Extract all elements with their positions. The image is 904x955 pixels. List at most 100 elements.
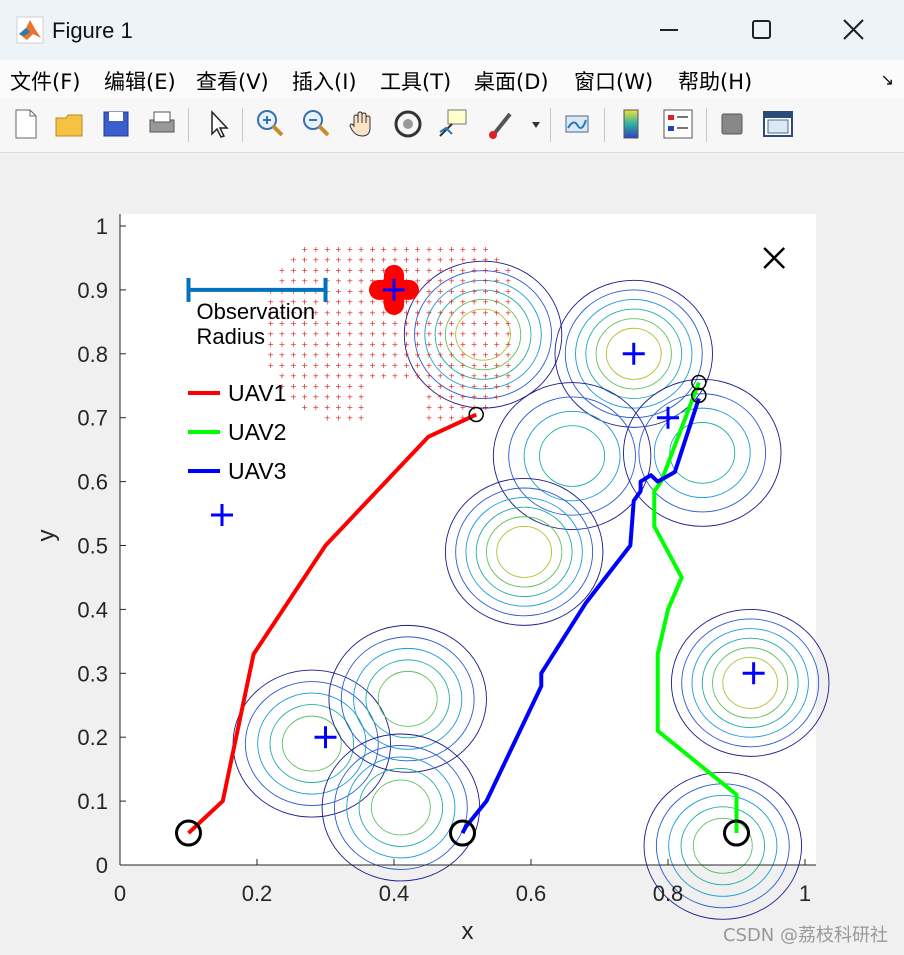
menu-edit[interactable]: 编辑(E) xyxy=(104,70,176,94)
observed-point: + xyxy=(426,287,433,296)
contour-line xyxy=(333,745,468,870)
menu-file[interactable]: 文件(F) xyxy=(10,70,81,94)
observed-point: + xyxy=(301,393,308,402)
observed-point: + xyxy=(290,308,297,317)
observed-point: + xyxy=(313,298,320,307)
y-tick-label: 0.3 xyxy=(77,661,108,686)
data-cursor-icon[interactable] xyxy=(436,106,472,142)
observed-point: + xyxy=(437,403,444,412)
observed-point: + xyxy=(346,277,353,286)
observed-point: + xyxy=(459,361,466,370)
observed-point: + xyxy=(301,350,308,359)
legend-target-marker xyxy=(211,504,233,526)
observed-point: + xyxy=(358,414,365,423)
observed-point: + xyxy=(459,382,466,391)
zoom-in-icon[interactable] xyxy=(252,106,288,142)
observed-point: + xyxy=(403,266,410,275)
contour-line xyxy=(595,318,672,390)
observed-point: + xyxy=(437,393,444,402)
observed-point: + xyxy=(324,350,331,359)
observed-point: + xyxy=(369,329,376,338)
menu-window[interactable]: 窗口(W) xyxy=(574,70,654,94)
new-figure-icon[interactable] xyxy=(8,106,44,142)
toolbar-separator xyxy=(550,108,551,142)
observed-point: + xyxy=(482,266,489,275)
observed-point: + xyxy=(403,245,410,254)
menu-tools[interactable]: 工具(T) xyxy=(380,70,452,94)
minimize-button[interactable] xyxy=(624,0,716,60)
menu-view[interactable]: 查看(V) xyxy=(196,70,269,94)
observed-point: + xyxy=(437,266,444,275)
observed-point: + xyxy=(471,308,478,317)
observed-point: + xyxy=(335,403,342,412)
observed-point: + xyxy=(448,287,455,296)
observed-point: + xyxy=(313,266,320,275)
observed-point: + xyxy=(313,340,320,349)
rotate-3d-icon[interactable] xyxy=(390,106,426,142)
pointer-icon[interactable] xyxy=(200,106,236,142)
observed-point: + xyxy=(369,319,376,328)
observed-point: + xyxy=(380,256,387,265)
observed-point: + xyxy=(335,319,342,328)
open-file-icon[interactable] xyxy=(52,106,88,142)
observed-point: + xyxy=(437,340,444,349)
colorbar-icon[interactable] xyxy=(614,106,650,142)
contour-line xyxy=(508,396,636,516)
close-button[interactable] xyxy=(808,0,900,60)
show-plot-tools-icon[interactable] xyxy=(760,106,796,142)
observed-point: + xyxy=(313,329,320,338)
observed-point: + xyxy=(426,393,433,402)
observed-point: + xyxy=(290,382,297,391)
observed-point: + xyxy=(279,340,286,349)
figure-canvas: + + + + + + + + + + + + + + + + + + + + + + + + + + + + + + + + + + + + + + + +… xyxy=(0,153,904,955)
observed-point: + xyxy=(301,245,308,254)
hide-plot-tools-icon[interactable] xyxy=(714,106,750,142)
observed-point: + xyxy=(335,245,342,254)
observed-point: + xyxy=(267,308,274,317)
print-icon[interactable] xyxy=(144,106,180,142)
contour-line xyxy=(523,410,621,502)
observation-grid: + + + + + + + + + + + + + + + + + + + + + + + + + + + + + + + + + + + + + + + +… xyxy=(267,245,511,423)
contour-group xyxy=(232,260,830,920)
x-tick-label: 0 xyxy=(114,881,126,906)
observed-point: + xyxy=(471,266,478,275)
observed-point: + xyxy=(426,361,433,370)
contour-line xyxy=(444,477,604,626)
observed-point: + xyxy=(358,319,365,328)
observed-point: + xyxy=(324,393,331,402)
zoom-out-icon[interactable] xyxy=(298,106,334,142)
legend-label-uav1: UAV1 xyxy=(228,380,286,406)
observed-point: + xyxy=(358,350,365,359)
legend-icon[interactable] xyxy=(660,106,696,142)
menu-bar: 文件(F) 编辑(E) 查看(V) 插入(I) 工具(T) 桌面(D) 窗口(W… xyxy=(0,60,904,98)
observed-point: + xyxy=(448,393,455,402)
observed-point: + xyxy=(358,256,365,265)
observed-point: + xyxy=(290,298,297,307)
observed-point: + xyxy=(437,256,444,265)
observed-point: + xyxy=(369,340,376,349)
observed-point: + xyxy=(392,372,399,381)
observed-point: + xyxy=(324,308,331,317)
contour-line xyxy=(328,624,487,773)
observed-point: + xyxy=(403,256,410,265)
observed-point: + xyxy=(290,361,297,370)
link-plot-icon[interactable] xyxy=(560,106,596,142)
observed-point: + xyxy=(335,256,342,265)
menu-insert[interactable]: 插入(I) xyxy=(292,70,357,94)
observed-point: + xyxy=(403,350,410,359)
maximize-button[interactable] xyxy=(716,0,808,60)
observed-point: + xyxy=(426,382,433,391)
target-marker xyxy=(383,278,405,301)
brush-dropdown-icon[interactable] xyxy=(530,120,542,130)
menu-desktop[interactable]: 桌面(D) xyxy=(474,70,549,94)
brush-icon[interactable] xyxy=(484,106,520,142)
menu-help[interactable]: 帮助(H) xyxy=(678,70,753,94)
menu-dock-arrow-icon[interactable]: ↘ xyxy=(880,72,894,89)
pan-icon[interactable] xyxy=(344,106,380,142)
observed-point: + xyxy=(369,298,376,307)
save-icon[interactable] xyxy=(98,106,134,142)
y-axis-label: y xyxy=(33,530,60,542)
observed-point: + xyxy=(448,340,455,349)
contour-line xyxy=(257,692,367,795)
observed-point: + xyxy=(380,298,387,307)
